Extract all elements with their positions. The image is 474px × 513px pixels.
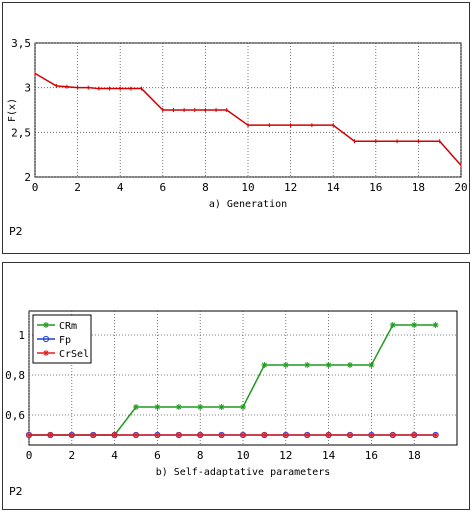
data-point (26, 432, 32, 438)
x-tick-label: 20 (454, 181, 467, 194)
x-axis-label: a) Generation (209, 199, 287, 210)
x-tick-label: 4 (111, 449, 118, 462)
data-point (411, 432, 418, 438)
x-tick-label: 16 (365, 449, 378, 462)
data-point (282, 432, 289, 438)
legend-marker (43, 350, 49, 356)
parameters-chart: 0 2 4 6 8 10 12 14 16 18 0,6 0,8 1 b) Self-adaptative… (5, 310, 458, 478)
data-point (261, 362, 268, 368)
y-tick-label: 2 (24, 171, 31, 184)
data-point (411, 322, 418, 328)
data-point (218, 404, 225, 410)
y-axis-label: F(x) (7, 98, 18, 122)
panel-label: P2 (9, 485, 23, 498)
data-point (47, 432, 54, 438)
data-point (389, 432, 396, 438)
data-point (111, 432, 118, 438)
data-point (197, 404, 204, 410)
data-point (325, 432, 332, 438)
data-point (175, 404, 182, 410)
x-tick-label: 6 (154, 449, 161, 462)
x-axis-label: b) Self-adaptative parameters (156, 467, 331, 478)
x-tick-label: 4 (117, 181, 124, 194)
y-tick-label: 0,8 (5, 369, 25, 382)
x-tick-label: 12 (284, 181, 297, 194)
x-tick-label: 14 (322, 449, 336, 462)
x-tick-label: 8 (202, 181, 209, 194)
legend-label: CRm (59, 321, 77, 332)
data-point (175, 432, 182, 438)
data-point (389, 322, 396, 328)
data-point (197, 432, 204, 438)
x-tick-label: 10 (241, 181, 254, 194)
x-tick-label: 2 (68, 449, 75, 462)
x-tick-label: 18 (408, 449, 421, 462)
chart-panel-parameters: 0 2 4 6 8 10 12 14 16 18 0,6 0,8 1 b) Self-adaptative… (2, 262, 470, 510)
series-line (34, 72, 462, 166)
x-tick-label: 12 (279, 449, 292, 462)
legend-label: Fp (59, 335, 71, 346)
y-tick-label: 0,6 (5, 409, 25, 422)
data-point (240, 404, 246, 410)
legend-marker (42, 335, 50, 343)
data-point (282, 362, 289, 368)
data-point (432, 432, 439, 438)
x-tick-label: 16 (369, 181, 382, 194)
y-tick-label: 1 (18, 329, 25, 342)
data-point (304, 362, 311, 368)
data-point (68, 432, 75, 438)
x-tick-label: 8 (197, 449, 204, 462)
data-point (347, 432, 353, 438)
x-tick-label: 0 (32, 181, 39, 194)
y-tick-label: 2,5 (11, 126, 31, 139)
x-tick-label: 6 (159, 181, 166, 194)
legend-label: CrSel (59, 349, 89, 360)
data-point (304, 432, 311, 438)
data-point (368, 362, 375, 368)
data-point (240, 432, 246, 438)
data-point (154, 404, 161, 410)
chart-panel-generation: 0 2 4 6 8 10 12 14 16 18 20 2 2,5 3 3,5 a) Generation F(… (2, 2, 470, 254)
data-point (218, 432, 225, 438)
x-tick-label: 0 (26, 449, 33, 462)
y-tick-label: 3 (24, 82, 31, 95)
data-point (347, 362, 353, 368)
y-tick-label: 3,5 (11, 37, 31, 50)
x-tick-label: 2 (74, 181, 81, 194)
data-point (90, 432, 97, 438)
data-point (154, 432, 161, 438)
data-point (133, 404, 139, 410)
data-point (133, 432, 139, 438)
data-point (368, 432, 375, 438)
x-tick-label: 10 (236, 449, 249, 462)
legend-marker (43, 322, 49, 328)
x-tick-label: 14 (327, 181, 341, 194)
panel-label: P2 (9, 225, 23, 238)
data-point (325, 362, 332, 368)
data-point (261, 432, 268, 438)
x-tick-label: 18 (412, 181, 425, 194)
data-point (432, 322, 439, 328)
